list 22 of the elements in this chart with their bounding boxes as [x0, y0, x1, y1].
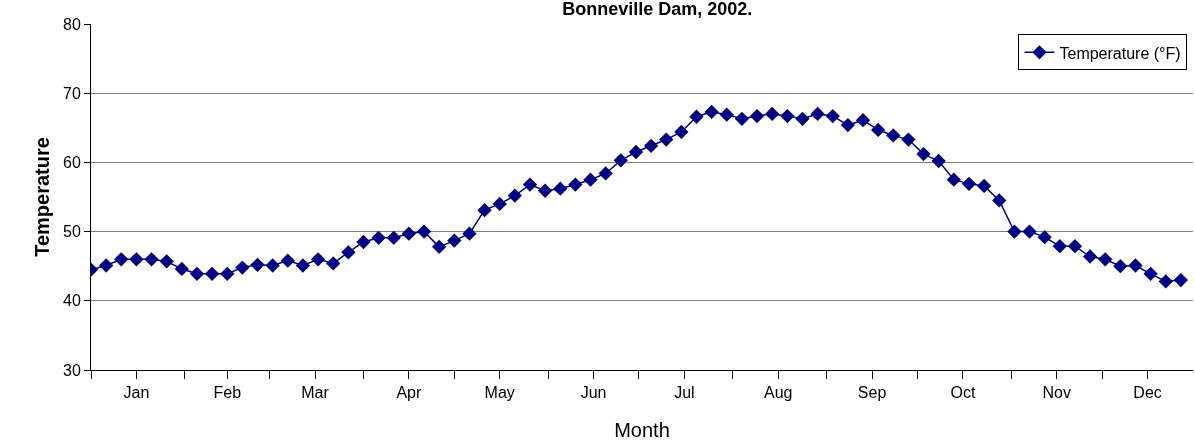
y-tick-label: 50	[63, 223, 81, 241]
y-tick-label: 70	[63, 84, 81, 102]
y-tick-label: 80	[63, 15, 81, 33]
x-tick-label: Jun	[580, 384, 607, 402]
y-tick-label: 60	[63, 154, 81, 171]
y-axis-title: Temperature	[30, 137, 53, 257]
x-tick-label: Jul	[674, 384, 695, 402]
legend-label: Temperature (°F)	[1059, 44, 1181, 62]
x-tick-label: Apr	[396, 384, 422, 402]
x-tick-label: Aug	[764, 384, 793, 402]
x-tick-label: Feb	[213, 384, 242, 402]
x-tick-label: Oct	[950, 384, 976, 402]
y-tick-label: 30	[63, 361, 81, 379]
x-tick-label: Nov	[1042, 384, 1071, 402]
x-tick-label: May	[484, 384, 515, 402]
x-tick-label: Sep	[857, 384, 887, 402]
x-tick-label: Dec	[1133, 384, 1162, 402]
chart-title: Bonneville Dam, 2002.	[562, 0, 753, 19]
y-tick-label: 40	[63, 292, 81, 310]
x-axis-title: Month	[614, 418, 670, 441]
x-tick-label: Mar	[301, 384, 330, 402]
x-tick-label: Jan	[123, 384, 150, 402]
